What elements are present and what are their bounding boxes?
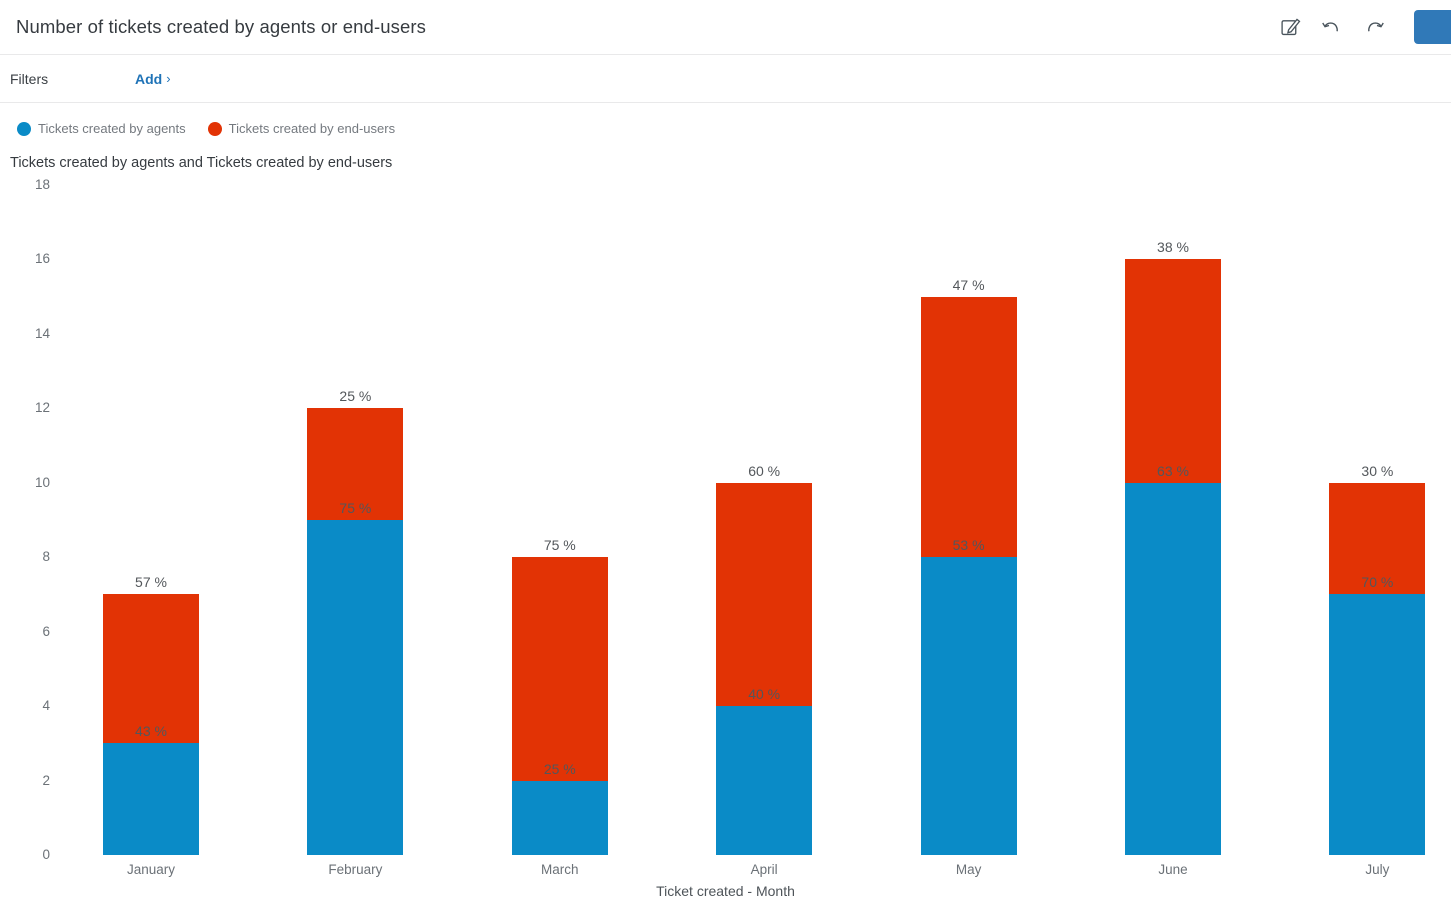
- y-axis-tick-label: 16: [34, 251, 50, 267]
- x-axis-title: Ticket created - Month: [656, 883, 795, 899]
- filters-label: Filters: [10, 71, 49, 87]
- y-axis-tick-label: 4: [42, 698, 50, 714]
- x-axis-label: June: [1158, 862, 1188, 877]
- legend-item-label: Tickets created by agents: [38, 121, 186, 136]
- bar-segment-agents[interactable]: [307, 520, 404, 855]
- bar-percent-label-agents: 70 %: [1361, 574, 1394, 591]
- bar-segment-end-users[interactable]: [307, 408, 404, 520]
- topbar-actions: [1278, 15, 1387, 40]
- bar-percent-label-end-users: 47 %: [952, 276, 985, 293]
- chevron-right-icon: ›: [166, 70, 171, 86]
- bar-segment-end-users[interactable]: [103, 594, 199, 744]
- chart-legend: Tickets created by agents Tickets created…: [17, 121, 395, 136]
- bar-segment-end-users[interactable]: [1329, 482, 1426, 595]
- undo-button[interactable]: [1319, 16, 1345, 38]
- bar-percent-label-agents: 43 %: [135, 723, 167, 740]
- add-filter-label: Add: [135, 71, 163, 87]
- y-axis-tick-label: 0: [42, 847, 50, 862]
- bar-percent-label-end-users: 57 %: [135, 574, 167, 591]
- x-axis-label: May: [955, 862, 982, 877]
- bar-percent-label-end-users: 75 %: [543, 537, 576, 554]
- y-axis-tick-label: 12: [34, 400, 50, 416]
- y-axis-tick-label: 18: [34, 177, 50, 192]
- add-filter-link[interactable]: Add ›: [135, 70, 171, 88]
- undo-icon: [1322, 22, 1338, 32]
- y-axis-tick-label: 14: [34, 325, 50, 341]
- x-axis-label: July: [1365, 862, 1390, 877]
- bar-segment-agents[interactable]: [511, 780, 608, 855]
- bar-percent-label-agents: 25 %: [543, 760, 576, 777]
- edit-title-button[interactable]: [1278, 15, 1303, 40]
- bar-segment-agents[interactable]: [1125, 482, 1221, 855]
- bar-segment-agents[interactable]: [716, 706, 813, 855]
- primary-action-button[interactable]: [1414, 10, 1451, 44]
- bar-percent-label-agents: 40 %: [748, 686, 781, 703]
- bar-segment-agents[interactable]: [920, 557, 1017, 855]
- bar-segment-end-users[interactable]: [716, 482, 813, 707]
- bar-percent-label-agents: 53 %: [952, 537, 985, 554]
- bar-percent-label-agents: 63 %: [1157, 462, 1189, 479]
- bar-segment-agents[interactable]: [103, 743, 199, 855]
- legend-item-label: Tickets created by end-users: [228, 121, 396, 136]
- x-axis-label: January: [126, 862, 176, 877]
- edit-icon: [1281, 18, 1301, 35]
- bar-segment-end-users[interactable]: [1125, 259, 1221, 483]
- legend-item[interactable]: Tickets created by agents: [17, 121, 186, 136]
- bar-segment-agents[interactable]: [1329, 594, 1426, 855]
- x-axis-label: March: [541, 862, 579, 877]
- y-axis-tick-label: 6: [42, 623, 50, 639]
- legend-dot-icon: [207, 121, 222, 136]
- report-title: Number of tickets created by agents or e…: [16, 16, 426, 37]
- x-axis-label: April: [750, 862, 778, 877]
- bar-percent-label-agents: 75 %: [339, 500, 372, 516]
- header: Number of tickets created by agents or e…: [0, 0, 1451, 55]
- bar-percent-label-end-users: 38 %: [1157, 239, 1189, 256]
- bar-percent-label-end-users: 30 %: [1361, 462, 1394, 479]
- bar-segment-end-users[interactable]: [511, 557, 608, 781]
- y-axis-tick-label: 10: [34, 474, 50, 490]
- y-axis-tick-label: 8: [42, 549, 50, 565]
- bar-percent-label-end-users: 25 %: [339, 388, 372, 405]
- redo-icon: [1368, 22, 1384, 32]
- filters-row: Filters Add ›: [0, 56, 1451, 103]
- x-axis-label: February: [328, 862, 383, 877]
- bar-segment-end-users[interactable]: [920, 296, 1017, 558]
- legend-dot-icon: [17, 121, 31, 136]
- bar-percent-label-end-users: 60 %: [748, 462, 781, 479]
- chart-title: Tickets created by agents and Tickets cr…: [10, 155, 393, 171]
- y-axis-tick-label: 2: [42, 772, 50, 788]
- legend-item[interactable]: Tickets created by end-users: [207, 121, 396, 136]
- redo-button[interactable]: [1361, 16, 1387, 38]
